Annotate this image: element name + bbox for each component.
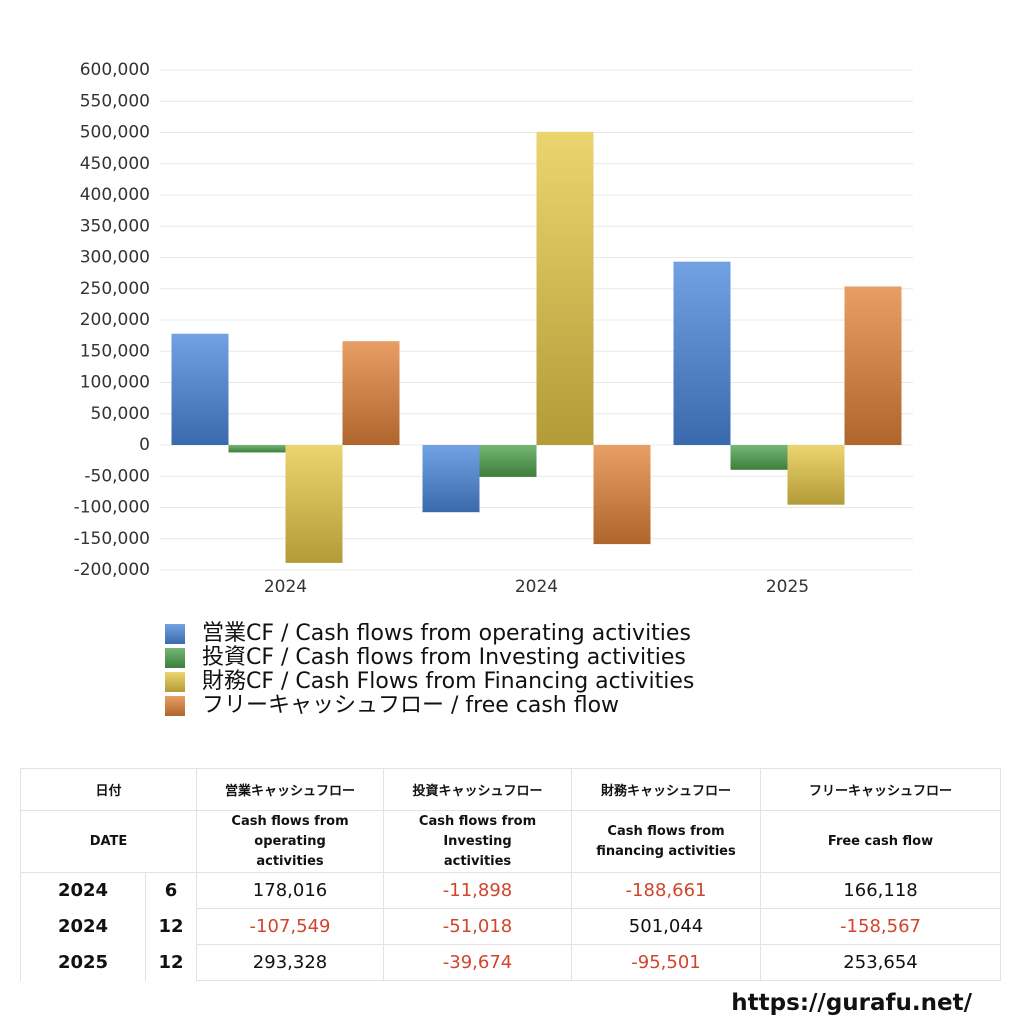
table-cell: 178,016 <box>196 872 385 909</box>
legend-label: フリーキャッシュフロー / free cash flow <box>202 693 619 718</box>
table-cell: 501,044 <box>571 908 762 945</box>
bar <box>285 445 343 563</box>
cell-text: Cash flows from Investing activities <box>418 813 537 869</box>
x-tick-label: 2024 <box>515 577 558 597</box>
legend-label: 投資CF / Cash flows from Investing activit… <box>202 645 686 670</box>
bar <box>730 445 788 470</box>
y-tick-label: 50,000 <box>91 404 150 424</box>
table-cell: -95,501 <box>571 944 762 981</box>
table-cell: -107,549 <box>196 908 385 945</box>
bar <box>171 333 229 445</box>
table-cell: フリーキャッシュフロー <box>760 768 1002 811</box>
x-tick-label: 2025 <box>766 577 809 597</box>
table-row: DATE Cash flows from operating activities… <box>19 810 1002 873</box>
bar <box>536 131 594 445</box>
bar <box>844 286 902 445</box>
bar <box>342 341 400 445</box>
table-cell: 営業キャッシュフロー <box>196 768 385 811</box>
y-tick-label: 100,000 <box>80 373 150 393</box>
bar <box>593 445 651 545</box>
y-tick-label: 250,000 <box>80 279 150 299</box>
table-cell: 2024 <box>20 908 146 945</box>
footer-url: https://gurafu.net/ <box>731 990 972 1016</box>
table-cell: 12 <box>144 908 198 945</box>
data-table: 日付 営業キャッシュフロー 投資キャッシュフロー 財務キャッシュフロー フリーキャッシュ… <box>19 768 1002 981</box>
table-cell: 6 <box>144 872 198 909</box>
table-cell: -51,018 <box>383 908 573 945</box>
table-cell: Cash flows from financing activities <box>571 810 762 873</box>
table-cell: 12 <box>144 944 198 981</box>
bar <box>787 445 845 505</box>
table-cell: 財務キャッシュフロー <box>571 768 762 811</box>
table-cell: -39,674 <box>383 944 573 981</box>
y-tick-label: -150,000 <box>74 529 150 549</box>
legend-swatch <box>165 648 185 668</box>
legend-label: 営業CF / Cash flows from operating activit… <box>202 621 691 646</box>
bar <box>422 445 480 513</box>
y-tick-label: 150,000 <box>80 341 150 361</box>
table-cell: 投資キャッシュフロー <box>383 768 573 811</box>
table-cell: DATE <box>19 810 198 873</box>
y-tick-label: 0 <box>139 435 150 455</box>
y-tick-label: 300,000 <box>80 248 150 268</box>
y-tick-label: 600,000 <box>80 60 150 80</box>
y-tick-label: 350,000 <box>80 216 150 236</box>
table-row: 2024 12 -107,549 -51,018 501,044 -158,567 <box>20 908 1002 945</box>
cell-text: Cash flows from operating activities <box>231 813 349 869</box>
y-tick-label: -200,000 <box>74 560 150 580</box>
legend-swatch <box>165 624 185 644</box>
table-cell: 166,118 <box>760 872 1002 909</box>
legend-label: 財務CF / Cash Flows from Financing activit… <box>202 669 694 694</box>
y-tick-label: 450,000 <box>80 154 150 174</box>
bar <box>479 445 537 477</box>
cell-text: Free cash flow <box>827 833 934 849</box>
table-cell: 日付 <box>19 768 198 811</box>
cell-text: DATE <box>89 833 128 849</box>
y-tick-label: -100,000 <box>74 498 150 518</box>
legend-swatch <box>165 696 185 716</box>
cell-text: Cash flows from financing activities <box>596 823 736 859</box>
table-row: 2025 12 293,328 -39,674 -95,501 253,654 <box>20 944 1002 981</box>
table-cell: -11,898 <box>383 872 573 909</box>
table-row: 2024 6 178,016 -11,898 -188,661 166,118 <box>20 872 1002 909</box>
y-tick-label: 200,000 <box>80 310 150 330</box>
table-cell: 253,654 <box>760 944 1002 981</box>
table-cell: 2024 <box>20 872 146 909</box>
table-cell: -188,661 <box>571 872 762 909</box>
bar <box>228 445 286 453</box>
table-cell: 293,328 <box>196 944 385 981</box>
y-tick-label: 550,000 <box>80 91 150 111</box>
x-tick-label: 2024 <box>264 577 307 597</box>
table-cell: -158,567 <box>760 908 1002 945</box>
table-cell: 2025 <box>20 944 146 981</box>
legend-swatch <box>165 672 185 692</box>
table-cell: Cash flows from operating activities <box>196 810 385 873</box>
bar <box>673 261 731 445</box>
chart: -200,000 -150,000 -100,000 -50,000 0 50,000 10… <box>74 60 913 718</box>
y-tick-label: 400,000 <box>80 185 150 205</box>
table-row: 日付 営業キャッシュフロー 投資キャッシュフロー 財務キャッシュフロー フリーキャッシュ… <box>19 768 1002 811</box>
table-cell: Cash flows from Investing activities <box>383 810 573 873</box>
y-tick-label: 500,000 <box>80 123 150 143</box>
table-cell: Free cash flow <box>760 810 1002 873</box>
y-tick-label: -50,000 <box>84 466 150 486</box>
